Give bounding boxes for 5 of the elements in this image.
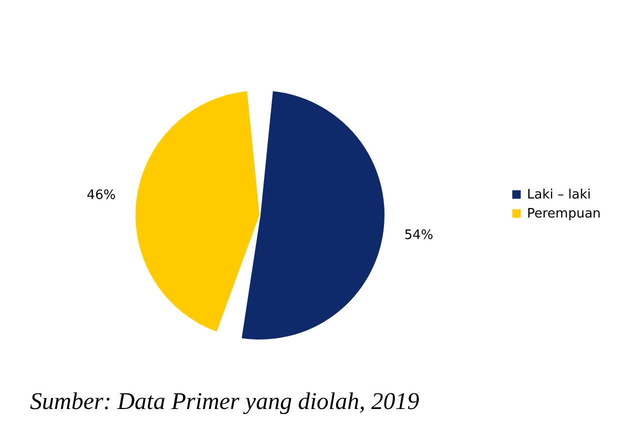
text: Sumber: Data Primer yang diolah, 2019 <box>30 389 420 415</box>
data-label: 46% <box>86 188 116 203</box>
legend-label: Perempuan <box>527 206 601 222</box>
data-label: 54% <box>404 228 434 244</box>
legend-label: Laki – laki <box>527 188 591 202</box>
